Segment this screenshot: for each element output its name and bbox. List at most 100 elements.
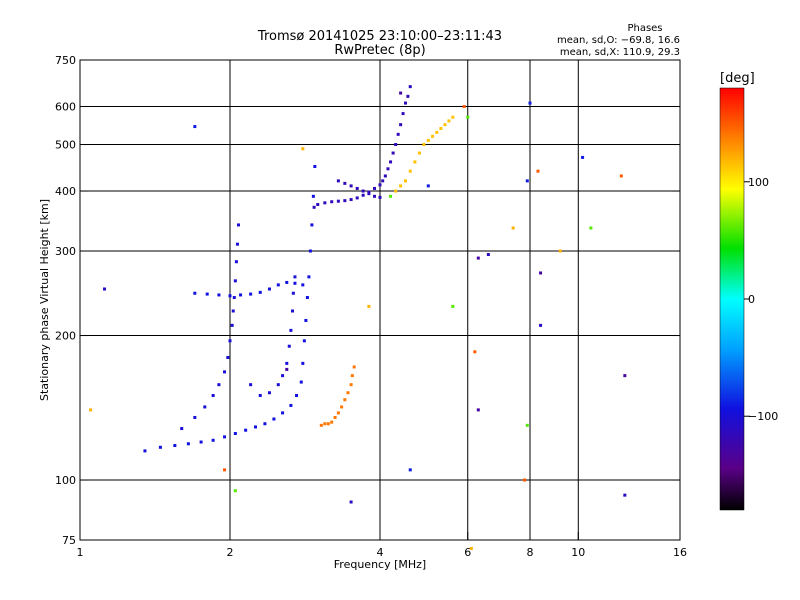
data-point xyxy=(451,115,455,119)
data-point xyxy=(289,328,293,332)
data-point xyxy=(511,226,515,230)
data-point xyxy=(258,290,262,294)
data-point xyxy=(350,374,354,378)
colorbar-tick-label: 0 xyxy=(748,293,755,306)
x-tick-label: 1 xyxy=(77,546,84,559)
data-point xyxy=(304,318,308,322)
data-points xyxy=(89,85,627,551)
data-point xyxy=(389,160,393,164)
data-point xyxy=(211,438,215,442)
data-point xyxy=(186,442,190,446)
colorbar-label: [deg] xyxy=(720,71,755,86)
data-point xyxy=(462,105,466,109)
data-point xyxy=(293,281,297,285)
data-point xyxy=(158,445,162,449)
data-point xyxy=(244,428,248,432)
data-point xyxy=(258,394,262,398)
phases-stats-o: mean, sd,O: −69.8, 16.6 xyxy=(557,35,680,46)
data-point xyxy=(249,292,253,296)
data-point xyxy=(343,181,347,185)
chart-title: Tromsø 20141025 23:10:00–23:11:43 xyxy=(257,29,502,44)
data-point xyxy=(340,405,344,409)
colorbar: [deg] 100 0 −100 xyxy=(719,71,778,511)
data-point xyxy=(343,199,347,203)
data-point xyxy=(239,293,243,297)
data-point xyxy=(312,205,316,209)
data-point xyxy=(313,164,317,168)
data-point xyxy=(291,291,295,295)
data-point xyxy=(193,291,197,295)
data-point xyxy=(199,440,203,444)
data-point xyxy=(619,174,623,178)
data-point xyxy=(343,398,347,402)
data-point xyxy=(346,391,350,395)
data-point xyxy=(525,179,529,183)
x-tick-label: 16 xyxy=(673,546,687,559)
data-point xyxy=(336,199,340,203)
data-point xyxy=(408,169,412,173)
data-point xyxy=(373,186,377,190)
data-point xyxy=(330,200,334,204)
colorbar-ticks: 100 0 −100 xyxy=(744,176,778,423)
data-point xyxy=(558,249,562,253)
data-point xyxy=(355,186,359,190)
data-point xyxy=(302,339,306,343)
axis-ticks: 1 2 4 6 8 10 16 75 100 200 300 400 500 600 750 xyxy=(55,54,687,559)
y-tick-label: 300 xyxy=(55,245,76,258)
data-point xyxy=(352,365,356,369)
data-point xyxy=(228,294,232,298)
data-point xyxy=(447,119,451,123)
data-point xyxy=(381,179,385,183)
data-point xyxy=(180,427,184,431)
data-point xyxy=(205,292,209,296)
data-point xyxy=(389,194,393,198)
data-point xyxy=(403,179,407,183)
data-point xyxy=(285,280,289,284)
y-tick-label: 400 xyxy=(55,185,76,198)
data-point xyxy=(403,101,407,105)
data-point xyxy=(581,155,585,159)
data-point xyxy=(349,383,353,387)
data-point xyxy=(399,123,403,127)
phases-stats-x: mean, sd,X: 110.9, 29.3 xyxy=(560,47,680,58)
data-point xyxy=(349,500,353,504)
data-point xyxy=(193,125,197,129)
data-point xyxy=(272,417,276,421)
data-point xyxy=(281,374,285,378)
data-point xyxy=(193,415,197,419)
data-point xyxy=(435,130,439,134)
data-point xyxy=(289,403,293,407)
data-point xyxy=(361,193,365,197)
data-point xyxy=(291,309,295,313)
data-point xyxy=(476,256,480,260)
y-tick-label: 100 xyxy=(55,474,76,487)
data-point xyxy=(623,493,627,497)
data-point xyxy=(469,547,473,551)
data-point xyxy=(249,383,253,387)
data-point xyxy=(323,422,327,426)
data-point xyxy=(305,296,309,300)
y-tick-label: 500 xyxy=(55,139,76,152)
data-point xyxy=(486,253,490,257)
colorbar-tick-label: 100 xyxy=(748,176,769,189)
data-point xyxy=(426,184,430,188)
data-point xyxy=(367,190,371,194)
colorbar-gradient xyxy=(719,87,745,511)
data-point xyxy=(417,151,421,155)
data-point xyxy=(323,201,327,205)
data-point xyxy=(232,296,236,300)
data-point xyxy=(373,194,377,198)
grid-lines xyxy=(80,60,680,540)
data-point xyxy=(223,468,227,472)
data-point xyxy=(361,189,365,193)
data-point xyxy=(476,408,480,412)
data-point xyxy=(525,423,529,427)
data-point xyxy=(336,179,340,183)
data-point xyxy=(267,287,271,291)
data-point xyxy=(203,405,207,409)
x-tick-label: 8 xyxy=(527,546,534,559)
data-point xyxy=(253,425,257,429)
data-point xyxy=(326,422,330,426)
data-point xyxy=(299,380,303,384)
